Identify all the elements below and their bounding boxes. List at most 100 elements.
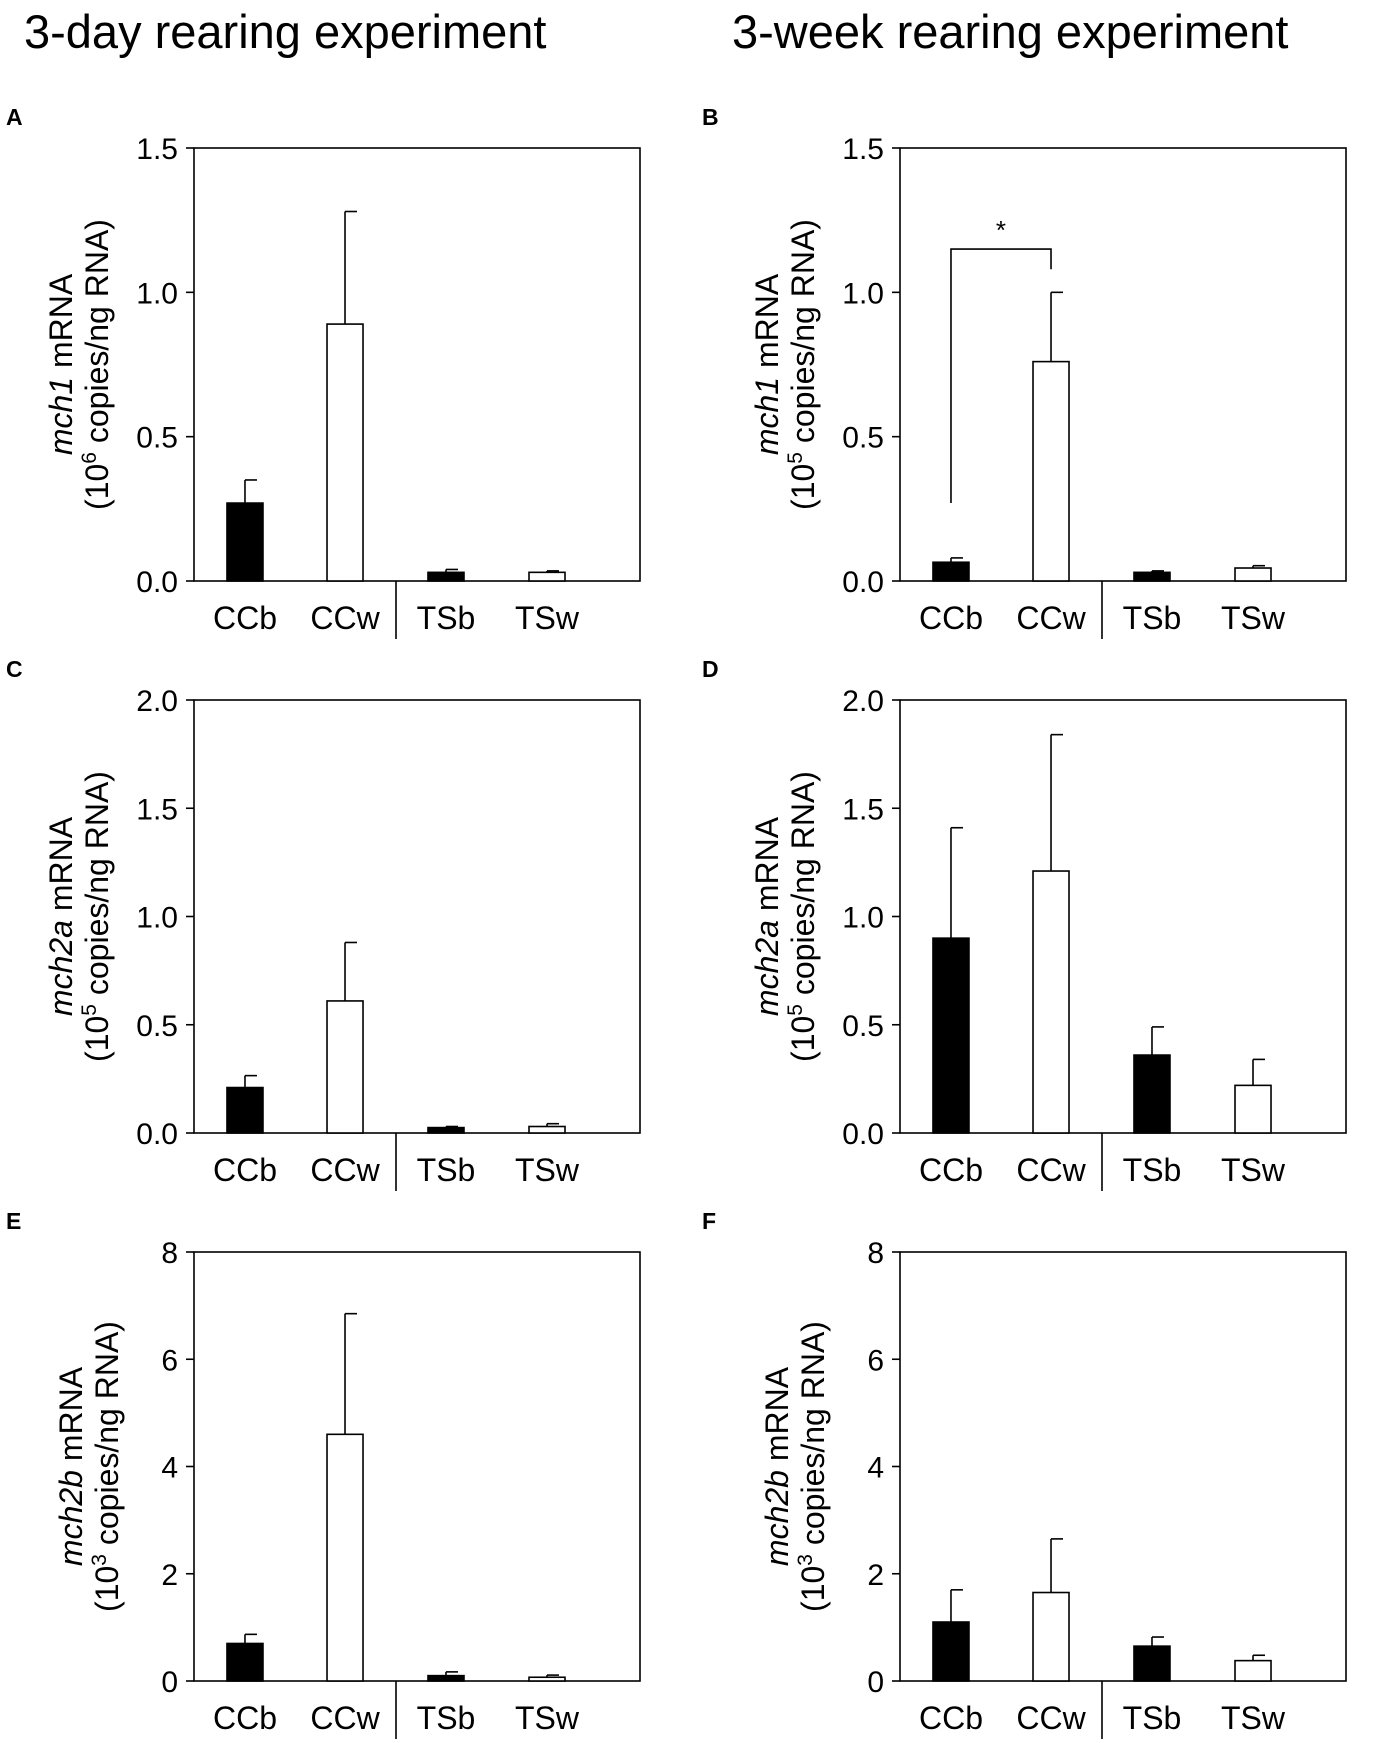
y-axis-label-unit-line: (103 copies/ng RNA) bbox=[794, 1321, 831, 1612]
y-tick-label: 1.0 bbox=[842, 902, 884, 935]
category-label: CCw bbox=[1016, 600, 1086, 636]
unit-exponent: 3 bbox=[88, 1554, 111, 1566]
category-label: CCb bbox=[919, 1152, 983, 1188]
category-label: CCb bbox=[213, 1700, 277, 1736]
bar-tsb bbox=[427, 571, 465, 582]
bar-tsb bbox=[1133, 1054, 1171, 1134]
y-axis-label: mch2a mRNA(105 copies/ng RNA) bbox=[43, 771, 115, 1062]
bar-tsw bbox=[528, 1125, 566, 1134]
bar-tsb bbox=[427, 1674, 465, 1682]
y-tick-label: 0.5 bbox=[136, 1010, 178, 1043]
y-axis-label-unit-line: (105 copies/ng RNA) bbox=[784, 219, 821, 510]
bar-tsb bbox=[427, 1126, 465, 1134]
category-label: TSb bbox=[1123, 600, 1182, 636]
y-tick-label: 1.0 bbox=[136, 277, 178, 310]
unit-prefix: (10 bbox=[785, 1016, 821, 1062]
gene-name: mch1 bbox=[749, 377, 785, 455]
gene-name: mch2a bbox=[749, 920, 785, 1016]
y-tick-label: 2.0 bbox=[136, 685, 178, 718]
bar-tsb bbox=[1133, 1645, 1171, 1682]
bar-tsw bbox=[1234, 1659, 1272, 1682]
y-tick-label: 2 bbox=[161, 1559, 178, 1592]
y-axis-label-gene-line: mch2a mRNA bbox=[43, 816, 79, 1016]
panel-label: E bbox=[6, 1208, 21, 1234]
unit-prefix: (10 bbox=[79, 464, 115, 510]
category-label: TSw bbox=[1221, 600, 1286, 636]
y-tick-label: 4 bbox=[161, 1452, 178, 1485]
y-tick-label: 1.5 bbox=[136, 793, 178, 826]
panel-b: B 0.0 0.5 1.0 1.5 CCb CCw TSb TSw * mch1 mRNA(105 … bbox=[702, 104, 1347, 639]
category-label: TSw bbox=[515, 1700, 580, 1736]
y-tick-label: 2 bbox=[867, 1559, 884, 1592]
unit-suffix: copies/ng RNA) bbox=[785, 771, 821, 1004]
y-tick-label: 0.0 bbox=[842, 1118, 884, 1151]
panel-label: A bbox=[6, 104, 23, 130]
unit-suffix: copies/ng RNA) bbox=[79, 219, 115, 452]
y-axis-label: mch2a mRNA(105 copies/ng RNA) bbox=[749, 771, 821, 1062]
bar-ccb bbox=[932, 937, 970, 1134]
bar-tsw bbox=[528, 1676, 566, 1682]
panel-label: F bbox=[702, 1208, 716, 1234]
category-label: CCb bbox=[919, 600, 983, 636]
unit-exponent: 6 bbox=[78, 452, 101, 464]
unit-prefix: (10 bbox=[89, 1566, 125, 1612]
significance-bracket bbox=[950, 248, 1052, 504]
y-tick-label: 0.5 bbox=[136, 422, 178, 455]
bar-ccb bbox=[226, 1642, 264, 1682]
category-label: CCw bbox=[1016, 1700, 1086, 1736]
y-tick-label: 2.0 bbox=[842, 685, 884, 718]
y-tick-label: 6 bbox=[161, 1344, 178, 1377]
y-axis-label-unit-line: (106 copies/ng RNA) bbox=[78, 219, 115, 510]
category-label: CCw bbox=[310, 1152, 380, 1188]
y-axis-label: mch2b mRNA(103 copies/ng RNA) bbox=[759, 1321, 831, 1612]
gene-suffix: mRNA bbox=[43, 816, 79, 920]
bar-ccw bbox=[1032, 1591, 1070, 1682]
category-label: TSb bbox=[417, 1152, 476, 1188]
unit-prefix: (10 bbox=[785, 464, 821, 510]
y-axis-label: mch2b mRNA(103 copies/ng RNA) bbox=[53, 1321, 125, 1612]
y-tick-label: 6 bbox=[867, 1344, 884, 1377]
y-tick-label: 0 bbox=[867, 1666, 884, 1699]
y-tick-label: 1.5 bbox=[136, 133, 178, 166]
category-label: CCb bbox=[213, 1152, 277, 1188]
y-tick-label: 0.5 bbox=[842, 1010, 884, 1043]
unit-suffix: copies/ng RNA) bbox=[785, 219, 821, 452]
gene-suffix: mRNA bbox=[53, 1366, 89, 1470]
bar-ccw bbox=[326, 1433, 364, 1682]
category-label: TSb bbox=[417, 1700, 476, 1736]
plot-frame bbox=[193, 1251, 641, 1682]
unit-prefix: (10 bbox=[79, 1016, 115, 1062]
y-axis-label: mch1 mRNA(105 copies/ng RNA) bbox=[749, 219, 821, 510]
y-axis-label-gene-line: mch1 mRNA bbox=[749, 273, 785, 455]
y-axis-label-gene-line: mch2a mRNA bbox=[749, 816, 785, 1016]
y-tick-label: 0.0 bbox=[842, 566, 884, 599]
bar-ccb bbox=[226, 502, 264, 582]
category-label: TSw bbox=[1221, 1152, 1286, 1188]
category-label: TSb bbox=[1123, 1700, 1182, 1736]
category-label: TSw bbox=[515, 1152, 580, 1188]
y-tick-label: 4 bbox=[867, 1452, 884, 1485]
bar-ccw bbox=[326, 323, 364, 582]
y-axis-label-gene-line: mch2b mRNA bbox=[759, 1366, 795, 1566]
unit-exponent: 3 bbox=[794, 1554, 817, 1566]
gene-name: mch2b bbox=[53, 1470, 89, 1566]
bar-ccw bbox=[1032, 870, 1070, 1134]
y-tick-label: 0 bbox=[161, 1666, 178, 1699]
y-axis-label-unit-line: (105 copies/ng RNA) bbox=[784, 771, 821, 1062]
gene-suffix: mRNA bbox=[43, 273, 79, 377]
significance-marker: * bbox=[996, 215, 1006, 245]
y-axis-label-gene-line: mch2b mRNA bbox=[53, 1366, 89, 1566]
plot-frame bbox=[899, 147, 1347, 582]
panel-label: B bbox=[702, 104, 719, 130]
y-tick-label: 8 bbox=[161, 1237, 178, 1270]
category-label: CCw bbox=[310, 600, 380, 636]
category-label: TSw bbox=[515, 600, 580, 636]
unit-prefix: (10 bbox=[795, 1566, 831, 1612]
y-tick-label: 1.0 bbox=[136, 902, 178, 935]
panel-label: D bbox=[702, 656, 719, 682]
gene-name: mch2b bbox=[759, 1470, 795, 1566]
gene-name: mch1 bbox=[43, 377, 79, 455]
y-tick-label: 0.0 bbox=[136, 1118, 178, 1151]
